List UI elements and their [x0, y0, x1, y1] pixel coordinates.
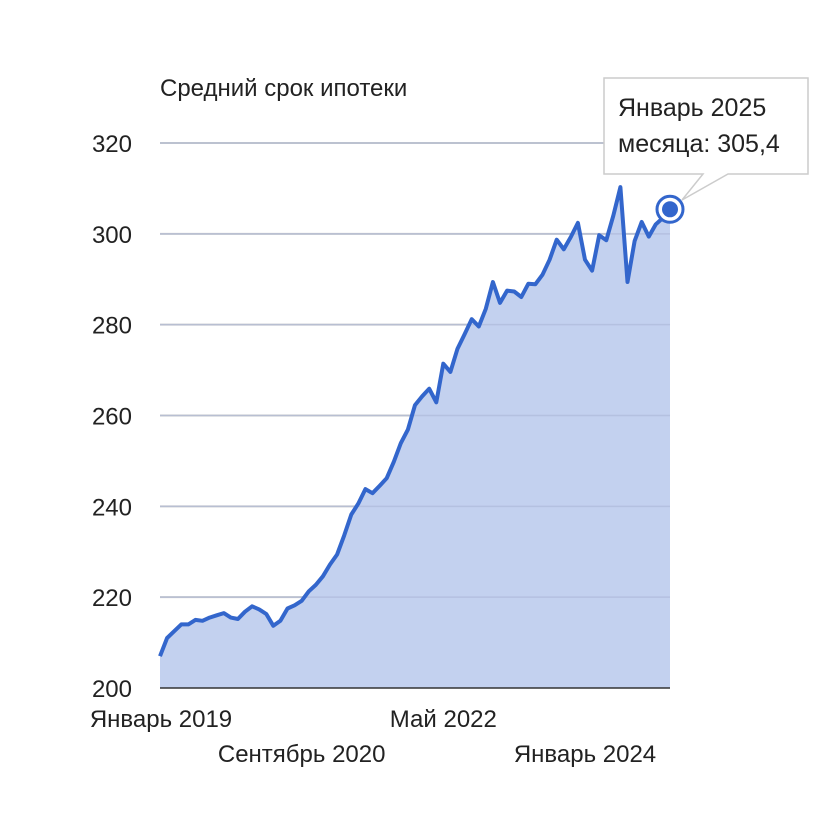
highlight-point-dot — [662, 201, 678, 218]
y-tick-label: 300 — [92, 222, 132, 249]
series-line — [158, 185, 672, 657]
y-tick-label: 260 — [92, 404, 132, 431]
tooltip-date: Январь 2025 — [618, 94, 766, 122]
y-axis: 200 220 240 260 280 300 320 — [92, 131, 132, 703]
x-tick-label: Май 2022 — [390, 706, 497, 733]
tooltip-box — [603, 77, 809, 201]
tooltip-value: месяца: 305,4 — [618, 130, 780, 158]
chart-title: Средний срок ипотеки — [160, 75, 407, 102]
y-tick-label: 280 — [92, 313, 132, 340]
y-tick-label: 220 — [92, 585, 132, 612]
y-tick-label: 240 — [92, 494, 132, 521]
series-area — [158, 142, 672, 689]
x-tick-label: Январь 2019 — [90, 706, 232, 733]
x-tick-label: Сентябрь 2020 — [218, 741, 386, 768]
highlight-point[interactable] — [655, 194, 685, 224]
tooltip: Январь 2025 месяца: 305,4 — [603, 77, 809, 201]
y-tick-label: 320 — [92, 131, 132, 158]
area-fill — [160, 187, 670, 688]
x-tick-label: Январь 2024 — [514, 741, 656, 768]
y-tick-label: 200 — [92, 676, 132, 703]
